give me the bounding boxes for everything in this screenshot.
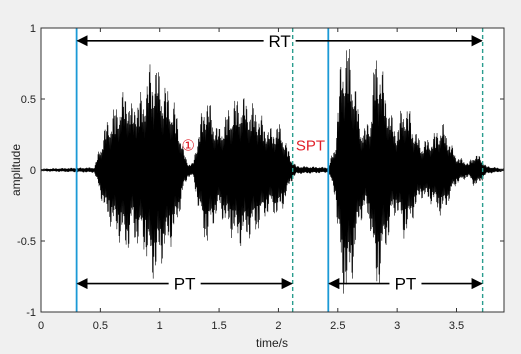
x-tick-label-3: 1.5: [211, 320, 226, 332]
y-axis-label: amplitude: [9, 144, 23, 196]
y-tick-label-0: -1: [26, 307, 36, 319]
y-tick-label-4: 1: [30, 23, 36, 35]
annotation-label-3: ①: [181, 137, 194, 154]
annotation-label-1: PT: [174, 275, 196, 294]
y-tick-label-2: 0: [30, 165, 36, 177]
x-tick-label-4: 2: [275, 320, 281, 332]
vertical-lines-layer: [75, 28, 484, 312]
x-tick-label-7: 3.5: [449, 320, 464, 332]
waveform-series-0: [40, 49, 505, 294]
annotation-label-4: SPT: [296, 137, 325, 154]
annotation-label-2: PT: [395, 275, 417, 294]
y-tick-label-3: 0.5: [21, 94, 36, 106]
x-tick-label-6: 3: [394, 320, 400, 332]
waveform-layer: [40, 49, 505, 294]
x-tick-label-0: 0: [38, 320, 44, 332]
x-ticks-layer: 0 0.5 1 1.5 2 2.5 3 3.5: [38, 28, 464, 332]
x-tick-label-5: 2.5: [330, 320, 345, 332]
annotation-label-0: RT: [268, 32, 290, 51]
x-tick-label-2: 1: [157, 320, 163, 332]
x-tick-label-1: 0.5: [93, 320, 108, 332]
y-tick-label-1: -0.5: [17, 236, 36, 248]
y-ticks-layer: -1 -0.5 0 0.5 1: [17, 23, 504, 319]
annotations-layer: RT PT PT ① SPT: [76, 32, 483, 294]
x-axis-label: time/s: [256, 336, 288, 350]
